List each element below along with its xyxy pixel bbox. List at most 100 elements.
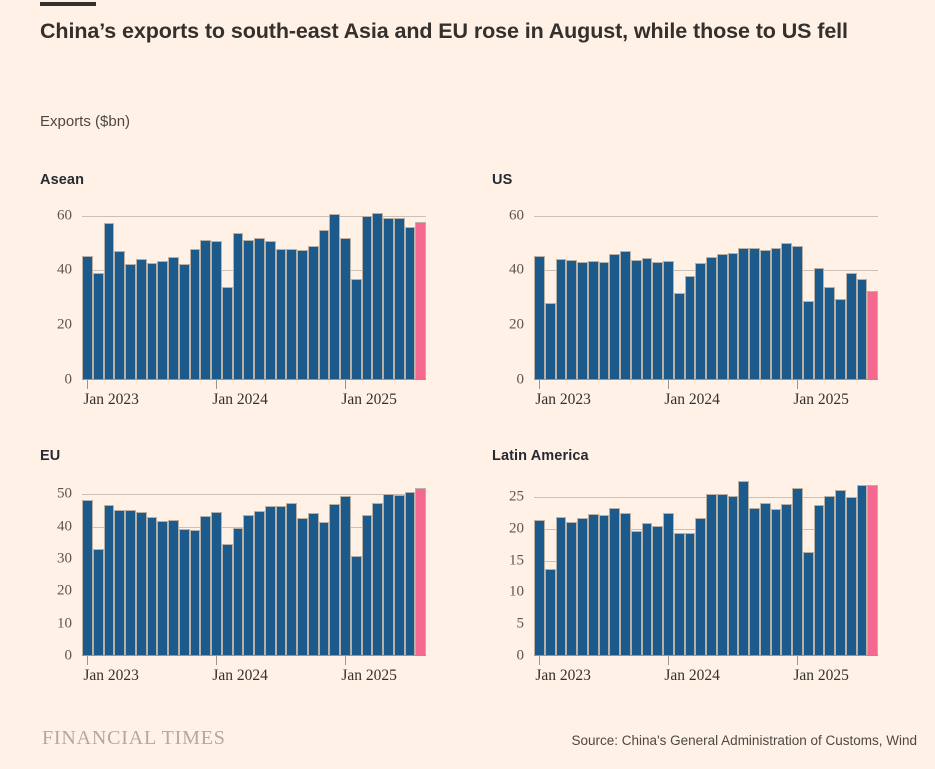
bar[interactable] (813, 504, 825, 655)
bar[interactable] (856, 279, 868, 379)
bar[interactable] (178, 264, 190, 379)
bar[interactable] (103, 505, 115, 655)
bar[interactable] (415, 488, 426, 655)
bar[interactable] (275, 506, 287, 655)
bar[interactable] (856, 485, 868, 655)
bar[interactable] (254, 510, 265, 655)
bar[interactable] (555, 517, 567, 655)
bar[interactable] (350, 278, 362, 379)
bar[interactable] (297, 250, 308, 379)
bar[interactable] (770, 247, 782, 379)
bar[interactable] (663, 513, 674, 655)
bar[interactable] (534, 519, 545, 655)
bar[interactable] (383, 493, 394, 655)
bar[interactable] (286, 249, 297, 379)
bar[interactable] (544, 568, 556, 655)
bar[interactable] (200, 239, 211, 379)
bar[interactable] (716, 493, 728, 655)
bar[interactable] (566, 522, 577, 655)
bar[interactable] (587, 513, 599, 655)
bar[interactable] (135, 511, 147, 655)
bar[interactable] (404, 492, 416, 655)
bar[interactable] (189, 530, 201, 655)
bar[interactable] (566, 259, 577, 379)
bar[interactable] (189, 249, 201, 379)
bar[interactable] (232, 232, 244, 379)
bar[interactable] (318, 521, 330, 655)
bar[interactable] (146, 263, 158, 379)
bar[interactable] (630, 259, 642, 379)
bar[interactable] (620, 251, 631, 379)
bar[interactable] (264, 506, 276, 655)
bar[interactable] (318, 230, 330, 379)
bar[interactable] (845, 496, 857, 655)
bar[interactable] (577, 261, 588, 379)
bar[interactable] (759, 249, 771, 379)
bar[interactable] (684, 532, 696, 655)
bar[interactable] (781, 504, 792, 655)
bar[interactable] (544, 302, 556, 379)
bar[interactable] (393, 494, 405, 655)
bar[interactable] (243, 514, 254, 655)
bar[interactable] (598, 514, 610, 655)
bar[interactable] (372, 212, 383, 379)
bar[interactable] (221, 543, 233, 655)
bar[interactable] (867, 485, 878, 655)
bar[interactable] (307, 513, 319, 655)
bar[interactable] (867, 290, 878, 379)
bar[interactable] (813, 268, 825, 379)
bar[interactable] (307, 246, 319, 379)
bar[interactable] (534, 256, 545, 379)
bar[interactable] (254, 237, 265, 379)
bar[interactable] (759, 503, 771, 655)
bar[interactable] (92, 273, 104, 379)
bar[interactable] (125, 264, 136, 379)
bar[interactable] (372, 502, 383, 655)
bar[interactable] (135, 259, 147, 379)
bar[interactable] (114, 509, 125, 655)
bar[interactable] (157, 520, 168, 655)
bar[interactable] (243, 240, 254, 379)
bar[interactable] (168, 257, 179, 379)
bar[interactable] (695, 518, 706, 655)
bar[interactable] (82, 500, 93, 655)
bar[interactable] (749, 507, 760, 655)
bar[interactable] (716, 253, 728, 379)
bar[interactable] (587, 261, 599, 379)
bar[interactable] (738, 247, 749, 379)
bar[interactable] (652, 262, 663, 379)
bar[interactable] (770, 508, 782, 655)
bar[interactable] (264, 240, 276, 379)
bar[interactable] (824, 286, 835, 379)
bar[interactable] (781, 243, 792, 379)
bar[interactable] (835, 490, 846, 655)
bar[interactable] (802, 301, 814, 379)
bar[interactable] (350, 555, 362, 655)
bar[interactable] (577, 518, 588, 655)
bar[interactable] (598, 262, 610, 379)
bar[interactable] (168, 520, 179, 655)
bar[interactable] (835, 298, 846, 379)
bar[interactable] (286, 502, 297, 655)
bar[interactable] (361, 216, 373, 379)
bar[interactable] (404, 227, 416, 379)
bar[interactable] (383, 217, 394, 379)
bar[interactable] (92, 548, 104, 655)
bar[interactable] (211, 512, 222, 655)
bar[interactable] (125, 509, 136, 655)
bar[interactable] (609, 508, 620, 655)
bar[interactable] (297, 518, 308, 655)
bar[interactable] (361, 514, 373, 655)
bar[interactable] (706, 493, 717, 655)
bar[interactable] (200, 516, 211, 655)
bar[interactable] (221, 286, 233, 379)
bar[interactable] (845, 273, 857, 379)
bar[interactable] (727, 496, 739, 655)
bar[interactable] (630, 531, 642, 655)
bar[interactable] (792, 488, 803, 655)
bar[interactable] (178, 529, 190, 655)
bar[interactable] (824, 496, 835, 655)
bar[interactable] (329, 214, 340, 379)
bar[interactable] (727, 252, 739, 379)
bar[interactable] (329, 503, 340, 655)
